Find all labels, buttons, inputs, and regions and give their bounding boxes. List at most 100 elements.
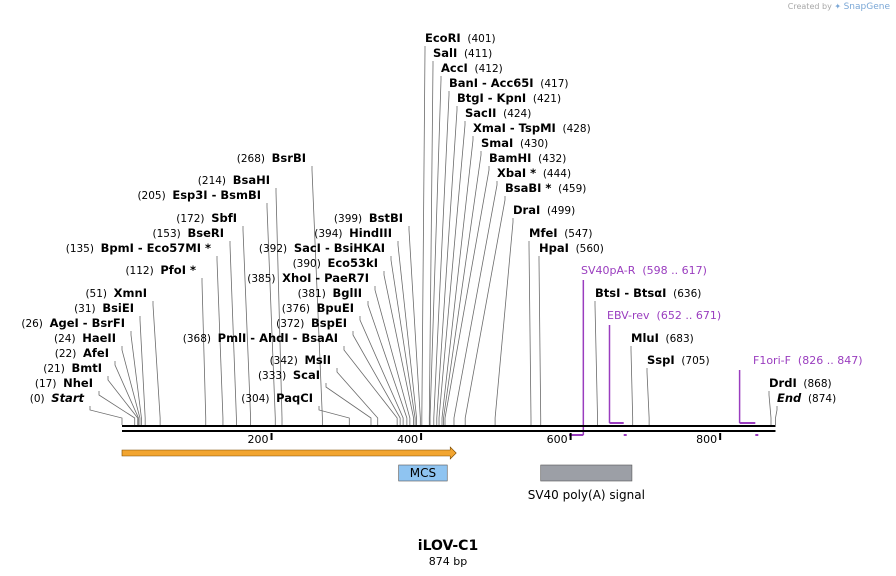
restriction-site-label: (333) ScaI xyxy=(258,368,320,382)
restriction-site-label: SspI (705) xyxy=(647,353,710,367)
restriction-site-label: SacII (424) xyxy=(465,106,531,120)
site-leader-line xyxy=(152,301,161,425)
site-leader-line xyxy=(121,346,141,425)
restriction-site-label: MfeI (547) xyxy=(529,226,592,240)
plasmid-name: iLOV-C1 xyxy=(418,538,478,554)
restriction-site-label: (24) HaeII xyxy=(54,331,116,345)
orf-arrow xyxy=(121,446,457,460)
site-leader-line xyxy=(528,241,532,425)
site-leader-line xyxy=(594,301,598,425)
restriction-site-label: (372) BspEI xyxy=(276,316,347,330)
credit-prefix: Created by xyxy=(787,2,832,11)
restriction-site-label: SalI (411) xyxy=(433,46,492,60)
restriction-site-label: BamHI (432) xyxy=(489,151,566,165)
restriction-site-label: BtgI - KpnI (421) xyxy=(457,91,561,105)
restriction-site-label: (17) NheI xyxy=(35,376,93,390)
site-leader-line xyxy=(538,256,542,425)
feature-label: MCS xyxy=(410,466,436,480)
site-leader-line xyxy=(408,226,421,425)
site-leader-line xyxy=(421,46,426,425)
site-leader-line xyxy=(98,391,136,425)
restriction-site-label: (22) AfeI xyxy=(55,346,109,360)
restriction-site-label: End (874) xyxy=(777,391,836,405)
primer-label: SV40pA-R (598 .. 617) xyxy=(581,264,707,277)
restriction-site-label: BsaBI * (459) xyxy=(505,181,586,195)
site-leader-line xyxy=(343,346,398,425)
site-leader-line xyxy=(229,241,237,425)
restriction-site-label: DraI (499) xyxy=(513,203,575,217)
ruler-tick-label: 200 xyxy=(248,433,269,446)
restriction-site-label: (21) BmtI xyxy=(43,361,102,375)
credit-brand: SnapGene xyxy=(843,2,890,12)
site-leader-line xyxy=(311,166,323,425)
restriction-site-label: (399) BstBI xyxy=(334,211,403,225)
site-leader-line xyxy=(336,368,379,425)
site-leader-line xyxy=(107,376,139,425)
restriction-site-label: AccI (412) xyxy=(441,61,503,75)
primer-label: EBV-rev (652 .. 671) xyxy=(607,309,721,322)
restriction-site-label: (51) XmnI xyxy=(85,286,147,300)
site-leader-line xyxy=(441,136,474,425)
site-leader-line xyxy=(646,368,650,425)
site-leader-line xyxy=(374,286,411,425)
ruler-tick-label: 400 xyxy=(397,433,418,446)
site-leader-line xyxy=(201,278,207,425)
restriction-site-label: (394) HindIII xyxy=(314,226,392,240)
restriction-site-label: (26) AgeI - BsrFI xyxy=(21,316,125,330)
restriction-site-label: (135) BpmI - Eco57MI * xyxy=(66,241,211,255)
site-leader-line xyxy=(436,106,458,425)
site-leader-line xyxy=(130,331,142,425)
site-leader-line xyxy=(494,218,514,425)
site-leader-line xyxy=(428,61,434,425)
snapgene-logo-icon: ✦ xyxy=(834,2,842,11)
site-leader-line xyxy=(438,121,466,425)
site-leader-line xyxy=(464,196,506,425)
restriction-site-label: BtsI - BtsαI (636) xyxy=(595,286,701,300)
restriction-site-label: (112) PfoI * xyxy=(125,263,196,277)
restriction-site-label: (172) SbfI xyxy=(176,211,237,225)
site-leader-line xyxy=(89,406,123,425)
restriction-site-label: DrdI (868) xyxy=(769,376,832,390)
snapgene-credit: Created by ✦ SnapGene xyxy=(788,2,890,12)
restriction-site-label: (304) PaqCI xyxy=(241,391,313,405)
site-leader-line xyxy=(775,406,778,425)
feature-box xyxy=(398,464,448,482)
site-leader-line xyxy=(367,301,408,425)
site-leader-line xyxy=(768,391,772,425)
site-leader-line xyxy=(114,361,139,425)
site-leader-line xyxy=(444,166,490,425)
site-leader-line xyxy=(325,383,372,425)
feature-label: SV40 poly(A) signal xyxy=(528,488,645,502)
site-leader-line xyxy=(630,346,634,425)
site-leader-line xyxy=(275,188,283,425)
restriction-site-label: (342) MslI xyxy=(270,353,331,367)
restriction-site-label: XmaI - TspMI (428) xyxy=(473,121,591,135)
restriction-site-label: BanI - Acc65I (417) xyxy=(449,76,569,90)
ruler-tick-label: 600 xyxy=(547,433,568,446)
restriction-site-label: (153) BseRI xyxy=(153,226,224,240)
site-leader-line xyxy=(318,406,350,425)
site-leader-line xyxy=(359,316,404,425)
site-leader-line xyxy=(443,151,482,425)
restriction-site-label: (368) PmlI - AhdI - BsaAI xyxy=(183,331,338,345)
restriction-site-label: (392) SacI - BsiHKAI xyxy=(259,241,385,255)
site-leader-line xyxy=(429,76,442,425)
restriction-site-label: (381) BglII xyxy=(298,286,362,300)
restriction-site-label: HpaI (560) xyxy=(539,241,604,255)
site-leader-line xyxy=(390,256,416,425)
restriction-site-label: MluI (683) xyxy=(631,331,694,345)
site-leader-line xyxy=(383,271,415,425)
site-leader-line xyxy=(266,203,276,425)
primer-label: F1ori-F (826 .. 847) xyxy=(753,354,862,367)
restriction-site-label: (376) BpuEI xyxy=(282,301,354,315)
restriction-site-label: (214) BsaHI xyxy=(198,173,270,187)
restriction-site-label: (385) XhoI - PaeR7I xyxy=(247,271,369,285)
restriction-site-label: XbaI * (444) xyxy=(497,166,571,180)
restriction-site-label: (0) Start xyxy=(30,391,85,405)
site-leader-line xyxy=(397,241,417,425)
restriction-site-label: (31) BsiEI xyxy=(74,301,134,315)
site-leader-line xyxy=(139,316,146,425)
site-leader-line xyxy=(433,91,450,425)
restriction-site-label: (205) Esp3I - BsmBI xyxy=(137,188,261,202)
